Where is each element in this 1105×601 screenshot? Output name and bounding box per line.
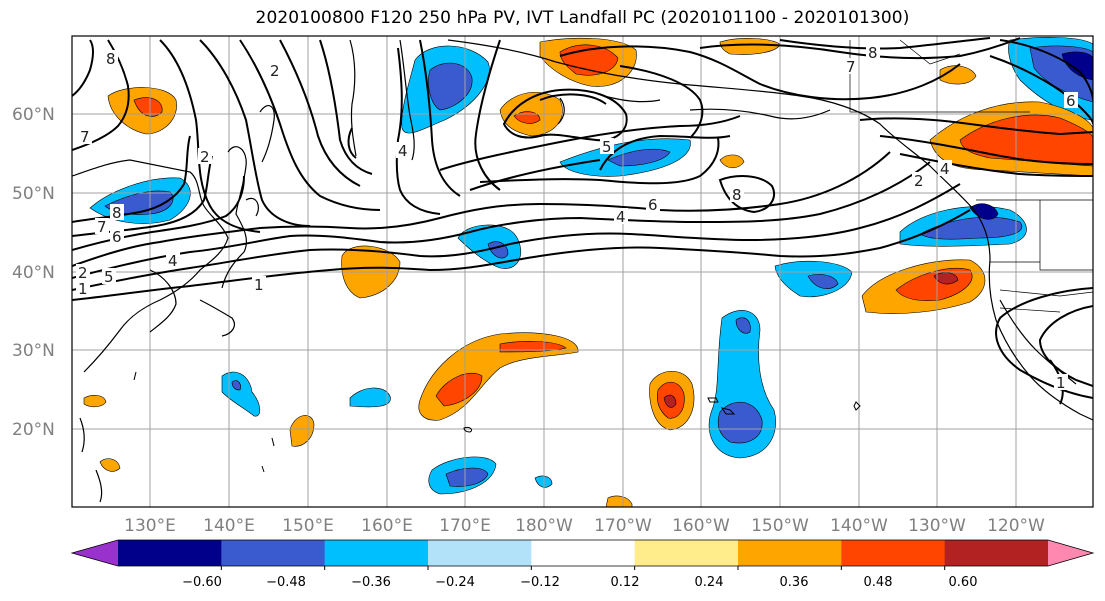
contour-label-1b: 1 — [1056, 374, 1066, 392]
colorbar-segment — [738, 540, 842, 566]
contour-label-5: 5 — [602, 138, 612, 156]
contour-label-4b: 4 — [168, 252, 178, 270]
contour-label-8: 8 — [106, 50, 116, 68]
contour-label-4d: 4 — [940, 160, 950, 178]
cbar-tick-label: 0.60 — [949, 575, 978, 590]
lon-label-170e: 170°E — [439, 516, 491, 536]
lat-label-40: 40°N — [12, 263, 55, 283]
lat-label-20: 20°N — [12, 420, 55, 440]
contour-label-8c: 8 — [868, 44, 878, 62]
map-frame — [71, 35, 1094, 508]
colorbar: −0.60 −0.48 −0.36 −0.24 −0.12 0.12 0.24 … — [70, 539, 1095, 590]
contour-label-2d: 2 — [78, 264, 88, 282]
contour-label-1c: 1 — [78, 280, 88, 298]
colorbar-segment — [324, 540, 429, 566]
contour-label-4c: 4 — [398, 142, 408, 160]
contour-label-8b: 8 — [112, 204, 122, 222]
colorbar-segments — [70, 539, 1095, 567]
contour-label-7: 7 — [80, 128, 90, 146]
lon-label-180w: 180°W — [515, 516, 573, 536]
colorbar-segment — [531, 540, 636, 566]
lon-label-160e: 160°E — [361, 516, 413, 536]
lon-label-120w: 120°W — [987, 516, 1045, 536]
contour-label-6: 6 — [112, 228, 122, 246]
colorbar-outline — [70, 539, 1095, 567]
colorbar-segment — [634, 540, 739, 566]
colorbar-segment — [118, 540, 222, 566]
islands — [133, 371, 861, 473]
cbar-tick-label: −0.36 — [351, 575, 391, 590]
lat-label-60: 60°N — [12, 105, 55, 125]
longitude-labels: 130°E 140°E 150°E 160°E 170°E 180°W 170°… — [124, 516, 1045, 536]
figure-title: 2020100800 F120 250 hPa PV, IVT Landfall… — [255, 8, 910, 28]
contour-label-6b: 6 — [648, 196, 658, 214]
cbar-tick-label: 0.12 — [611, 575, 640, 590]
cbar-tick-label: 0.24 — [695, 575, 724, 590]
contour-label-1: 1 — [254, 276, 264, 294]
contour-label-7b: 7 — [97, 218, 107, 236]
cbar-tick-label: −0.48 — [266, 575, 306, 590]
lon-label-130w: 130°W — [908, 516, 966, 536]
contour-label-8d: 8 — [732, 186, 742, 204]
contour-label-2: 2 — [270, 62, 280, 80]
lon-label-140w: 140°W — [830, 516, 888, 536]
lon-label-160w: 160°W — [672, 516, 730, 536]
lon-label-130e: 130°E — [124, 516, 176, 536]
lon-label-170w: 170°W — [594, 516, 652, 536]
contour-labels: 8 7 6 2 1 7 8 7 6 4 8 5 2 2 — [76, 44, 1078, 392]
colorbar-ticks — [220, 566, 946, 570]
pv-contours — [72, 37, 1093, 405]
contour-label-6c: 6 — [1066, 92, 1076, 110]
colorbar-tick-labels: −0.60 −0.48 −0.36 −0.24 −0.12 0.12 0.24 … — [182, 575, 977, 590]
lon-label-150e: 150°E — [282, 516, 334, 536]
lon-label-150w: 150°W — [751, 516, 809, 536]
cbar-tick-label: 0.48 — [864, 575, 893, 590]
contour-label-4: 4 — [616, 208, 626, 226]
borders — [849, 39, 1093, 313]
colorbar-segment — [944, 540, 1049, 566]
contour-label-5b: 5 — [104, 268, 114, 286]
contour-label-2b: 2 — [200, 148, 210, 166]
graticule — [72, 36, 1093, 507]
lon-label-140e: 140°E — [203, 516, 255, 536]
latitude-labels: 60°N 50°N 40°N 30°N 20°N — [12, 105, 55, 440]
colorbar-segment — [428, 540, 532, 566]
contour-label-7c: 7 — [846, 58, 856, 76]
cbar-tick-label: −0.60 — [182, 575, 222, 590]
colorbar-extend-max — [1048, 540, 1093, 566]
cbar-tick-label: 0.36 — [780, 575, 809, 590]
colorbar-extend-min — [72, 540, 118, 566]
cbar-tick-label: −0.12 — [520, 575, 560, 590]
colorbar-segment — [841, 540, 946, 566]
colorbar-segment — [221, 540, 326, 566]
cbar-tick-label: −0.24 — [435, 575, 475, 590]
contour-label-2c: 2 — [914, 172, 924, 190]
lat-label-30: 30°N — [12, 341, 55, 361]
lat-label-50: 50°N — [12, 184, 55, 204]
